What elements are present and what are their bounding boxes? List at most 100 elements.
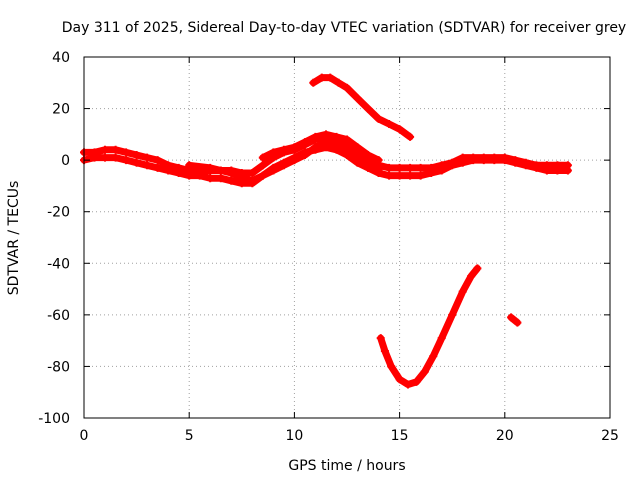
data-point	[101, 145, 109, 154]
x-tick-label: 10	[285, 428, 303, 444]
data-point	[412, 377, 421, 386]
data-point	[322, 130, 330, 139]
y-tick-label: -60	[47, 308, 70, 324]
series-upper-arc	[309, 74, 414, 141]
data-point	[406, 132, 415, 141]
data-point	[300, 138, 309, 147]
x-tick-label: 20	[496, 428, 514, 444]
data-point	[427, 169, 436, 177]
y-tick-label: -40	[47, 256, 70, 272]
y-tick-label: 20	[52, 102, 70, 118]
data-point	[406, 171, 415, 180]
data-point	[385, 120, 394, 128]
data-point	[353, 94, 362, 103]
data-point	[467, 272, 476, 281]
data-point	[364, 104, 372, 113]
data-point	[429, 352, 438, 361]
data-point	[532, 163, 541, 172]
data-point	[290, 156, 299, 165]
data-point	[448, 310, 457, 319]
data-point	[364, 161, 372, 170]
data-point	[279, 145, 288, 154]
data-point	[111, 145, 120, 154]
data-point	[326, 73, 335, 82]
data-point	[343, 148, 351, 157]
data-point	[374, 114, 383, 123]
data-point	[395, 125, 404, 134]
chart-title: Day 311 of 2025, Sidereal Day-to-day VTE…	[62, 20, 626, 36]
data-point	[469, 156, 478, 165]
data-point	[332, 132, 341, 141]
data-point	[153, 163, 162, 172]
data-point	[122, 156, 131, 165]
data-point	[416, 171, 425, 180]
data-point	[563, 166, 572, 175]
data-point	[111, 153, 120, 162]
x-tick-label: 5	[185, 428, 194, 444]
data-point	[279, 161, 288, 170]
x-tick-labels: 0 5 10 15 20 25	[80, 428, 619, 444]
x-tick-label: 0	[80, 428, 89, 444]
data-point	[143, 153, 152, 162]
data-point	[380, 347, 389, 355]
data-point	[227, 169, 236, 177]
y-tick-label: -80	[47, 359, 70, 375]
y-tick-label: -20	[47, 205, 70, 221]
data-point	[364, 151, 372, 159]
data-point	[258, 161, 267, 170]
x-tick-label: 25	[601, 428, 619, 444]
data-point	[132, 151, 141, 159]
data-series-layer	[80, 73, 572, 389]
data-point	[343, 83, 351, 92]
data-point	[507, 313, 516, 322]
data-point	[511, 158, 520, 167]
data-point	[311, 132, 320, 141]
data-point	[385, 171, 394, 180]
data-point	[458, 158, 467, 167]
x-axis-title: GPS time / hours	[288, 458, 405, 474]
data-point	[395, 163, 404, 172]
data-point	[206, 163, 215, 172]
data-point	[216, 174, 225, 183]
data-point	[500, 156, 509, 165]
data-point	[311, 143, 320, 152]
data-point	[309, 78, 318, 87]
data-point	[374, 156, 383, 165]
data-point	[258, 153, 267, 162]
y-tick-label: 40	[52, 50, 70, 66]
data-point	[269, 166, 278, 175]
y-axis-title: SDTVAR / TECUs	[6, 181, 22, 296]
y-tick-labels: 40 20 0 -20 -40 -60 -80 -100	[38, 50, 70, 427]
data-point	[404, 380, 412, 389]
data-point	[248, 169, 257, 177]
data-point	[237, 174, 246, 183]
data-point	[90, 153, 99, 162]
data-point	[521, 161, 530, 170]
data-point	[387, 362, 396, 371]
data-point	[322, 138, 330, 147]
data-point	[395, 375, 404, 384]
data-point	[206, 174, 215, 183]
data-point	[174, 169, 183, 177]
data-point	[376, 334, 385, 343]
data-point	[143, 161, 152, 170]
data-point	[195, 171, 204, 180]
data-point	[343, 135, 351, 144]
data-point	[290, 143, 299, 152]
data-point	[248, 176, 257, 185]
axis-ticks	[83, 56, 611, 419]
plot-frame	[83, 56, 611, 419]
data-point	[490, 156, 499, 165]
data-point	[185, 171, 194, 180]
data-point	[553, 166, 562, 175]
data-point	[258, 171, 267, 180]
data-point	[269, 148, 278, 157]
data-point	[332, 140, 341, 149]
data-point	[353, 156, 362, 165]
data-point	[513, 318, 522, 327]
data-point	[374, 166, 383, 175]
data-point	[385, 163, 394, 172]
data-point	[437, 334, 446, 343]
data-point	[164, 166, 173, 175]
x-tick-label: 15	[391, 428, 409, 444]
